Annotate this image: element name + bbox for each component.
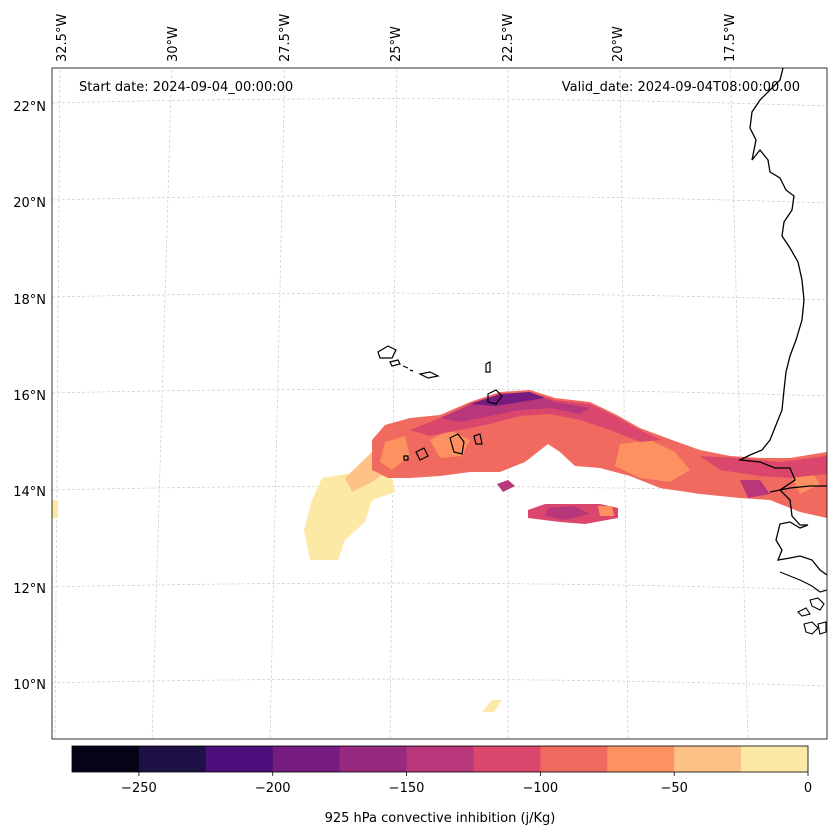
cin-field bbox=[52, 390, 827, 712]
map-content bbox=[52, 68, 827, 739]
lon-label: 30°W bbox=[166, 26, 181, 62]
cin-contour-south-patch-inner bbox=[545, 506, 590, 520]
cin-contour-tiny-patch bbox=[497, 480, 515, 492]
cin-contour-east-magenta bbox=[740, 480, 770, 498]
colorbar-tick-label: −250 bbox=[121, 781, 157, 796]
colorbar-bin bbox=[138, 746, 207, 772]
lat-label: 14°N bbox=[13, 485, 46, 500]
lat-label: 16°N bbox=[13, 389, 46, 404]
map-plot-area bbox=[52, 68, 827, 739]
map-frame bbox=[51, 67, 828, 740]
colorbar-bin bbox=[741, 746, 809, 772]
colorbar-tick-label: −50 bbox=[660, 781, 687, 796]
cin-contour-magenta bbox=[440, 394, 590, 422]
lat-label: 20°N bbox=[13, 196, 46, 211]
colorbar-label: 925 hPa convective inhibition (j/Kg) bbox=[325, 811, 556, 826]
colorbar-tick-label: −200 bbox=[255, 781, 291, 796]
lat-label: 18°N bbox=[13, 293, 46, 308]
colorbar-bin bbox=[607, 746, 675, 772]
colorbar-bin bbox=[473, 746, 541, 772]
lat-label: 10°N bbox=[13, 678, 46, 693]
colorbar-frame bbox=[71, 745, 809, 773]
cin-contour-orange-2 bbox=[615, 440, 690, 482]
colorbar-bin bbox=[406, 746, 474, 772]
lon-label: 20°W bbox=[611, 26, 626, 62]
valid-date-label: Valid_date: 2024-09-04T08:00:00.00 bbox=[562, 80, 800, 95]
african-coastline bbox=[737, 68, 827, 576]
cin-contour-orange bbox=[380, 436, 410, 470]
gambia-river bbox=[769, 485, 827, 493]
colorbar-tick-label: 0 bbox=[804, 781, 812, 796]
colorbar-ticks: −250 −200 −150 −100 −50 0 bbox=[121, 772, 812, 796]
cape-verde-islands bbox=[377, 345, 503, 461]
colorbar-tick-label: −150 bbox=[389, 781, 425, 796]
colorbar bbox=[72, 746, 809, 772]
parallel-gridlines bbox=[52, 98, 827, 687]
colorbar-bin bbox=[339, 746, 408, 772]
lat-label: 22°N bbox=[13, 100, 46, 115]
colorbar-bin bbox=[205, 746, 274, 772]
colorbar-bin bbox=[674, 746, 742, 772]
lon-label: 32.5°W bbox=[55, 14, 70, 62]
colorbar-bin bbox=[272, 746, 341, 772]
colorbar-tick-label: −100 bbox=[523, 781, 559, 796]
cin-contour-yellow bbox=[304, 470, 395, 560]
cin-contour-yellow-south bbox=[482, 700, 502, 712]
lat-labels: 22°N 20°N 18°N 16°N 14°N 12°N 10°N bbox=[13, 100, 46, 693]
lon-label: 25°W bbox=[389, 26, 404, 62]
lon-label: 27.5°W bbox=[278, 14, 293, 62]
lon-label: 17.5°W bbox=[723, 14, 738, 62]
meridian-gridlines bbox=[54, 68, 749, 739]
cin-contour-yellow-small bbox=[52, 500, 58, 518]
colorbar-bin bbox=[72, 746, 140, 772]
lat-label: 12°N bbox=[13, 582, 46, 597]
start-date-label: Start date: 2024-09-04_00:00:00 bbox=[79, 80, 293, 95]
colorbar-bin bbox=[540, 746, 608, 772]
cin-contour-south-patch-orange bbox=[598, 506, 614, 516]
guinea-bissau-coast bbox=[779, 571, 827, 635]
cin-contour-crimson-east bbox=[700, 456, 827, 478]
lon-labels: 32.5°W 30°W 27.5°W 25°W 22.5°W 20°W 17.5… bbox=[55, 14, 738, 62]
lon-label: 22.5°W bbox=[501, 14, 516, 62]
